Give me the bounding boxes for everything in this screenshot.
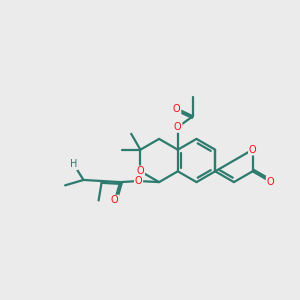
Text: O: O <box>136 166 144 176</box>
Text: O: O <box>135 176 142 186</box>
Text: H: H <box>70 159 77 170</box>
Text: O: O <box>173 104 181 114</box>
Text: O: O <box>267 177 274 187</box>
Text: O: O <box>249 145 256 155</box>
Text: O: O <box>174 122 182 132</box>
Text: O: O <box>111 196 118 206</box>
